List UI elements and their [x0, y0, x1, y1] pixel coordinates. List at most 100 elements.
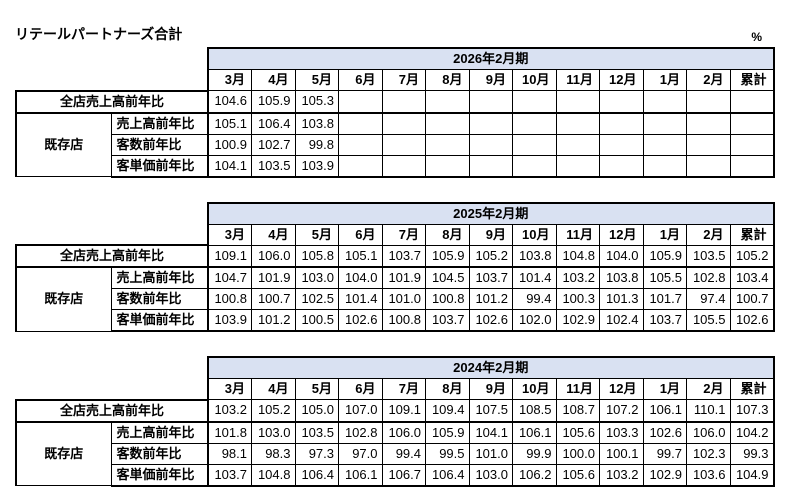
value-cell: 109.1 [381, 399, 426, 423]
value-cell: 100.0 [555, 442, 600, 465]
value-cell: 103.5 [686, 244, 731, 268]
period-header: 2026年2月期 [207, 47, 775, 70]
value-cell [338, 112, 383, 135]
value-cell: 103.3 [599, 421, 644, 444]
spacer-cell [16, 48, 208, 70]
value-cell [425, 133, 470, 156]
tables-container: 2026年2月期 3月 4月 5月 6月 7月 8月 9月 10月 11月 12月 1月 2月 累計 全店売… [15, 47, 791, 487]
value-cell [642, 112, 687, 135]
value-cell: 104.1 [468, 421, 513, 444]
value-cell [512, 112, 557, 135]
value-cell: 103.5 [294, 421, 339, 444]
value-cell: 104.5 [425, 266, 470, 289]
month-header: 累計 [729, 69, 775, 91]
value-cell: 103.4 [729, 266, 775, 289]
value-cell: 99.4 [512, 288, 557, 310]
value-cell: 102.9 [555, 309, 600, 332]
value-cell [512, 133, 557, 156]
value-cell: 103.0 [468, 463, 513, 487]
row-group-existing: 既存店 [15, 266, 112, 332]
value-cell: 101.4 [338, 288, 383, 310]
value-cell [338, 154, 383, 178]
value-cell: 106.0 [381, 421, 426, 444]
month-header: 6月 [338, 223, 383, 246]
value-cell: 105.5 [686, 309, 731, 332]
value-cell: 101.8 [207, 421, 252, 444]
month-header: 3月 [207, 69, 252, 91]
value-cell: 97.4 [686, 288, 731, 310]
month-header: 8月 [425, 223, 470, 246]
value-cell: 105.9 [251, 90, 296, 114]
spacer-cell [16, 379, 208, 400]
value-cell [468, 112, 513, 135]
month-header: 1月 [642, 223, 687, 246]
value-cell: 104.0 [599, 244, 644, 268]
value-cell: 104.7 [207, 266, 252, 289]
value-cell: 102.7 [251, 133, 296, 156]
value-cell: 103.8 [294, 112, 339, 135]
row-label-all-store: 全店売上高前年比 [15, 244, 209, 268]
value-cell [381, 90, 426, 114]
value-cell: 107.0 [338, 399, 383, 423]
value-cell: 105.8 [294, 244, 339, 268]
month-header: 4月 [251, 69, 296, 91]
month-header: 2月 [686, 69, 731, 91]
value-cell: 105.2 [468, 244, 513, 268]
value-cell [555, 133, 600, 156]
value-cell: 103.8 [599, 266, 644, 289]
value-cell: 103.7 [425, 309, 470, 332]
value-cell: 105.5 [642, 266, 687, 289]
value-cell: 109.4 [425, 399, 470, 423]
row-label-existing: 客単価前年比 [110, 309, 209, 332]
value-cell: 100.9 [207, 133, 252, 156]
value-cell: 100.3 [555, 288, 600, 310]
value-cell: 109.1 [207, 244, 252, 268]
value-cell [468, 154, 513, 178]
value-cell [468, 133, 513, 156]
month-header: 12月 [599, 223, 644, 246]
value-cell: 106.1 [512, 421, 557, 444]
value-cell [425, 154, 470, 178]
value-cell: 105.1 [207, 112, 252, 135]
value-cell: 106.2 [512, 463, 557, 487]
value-cell: 106.4 [251, 112, 296, 135]
value-cell: 101.2 [468, 288, 513, 310]
value-cell: 105.2 [251, 399, 296, 423]
value-cell [729, 90, 775, 114]
value-cell: 101.0 [381, 288, 426, 310]
value-cell [642, 154, 687, 178]
period-header: 2025年2月期 [207, 201, 775, 225]
row-group-existing: 既存店 [15, 112, 112, 177]
value-cell: 104.8 [251, 463, 296, 487]
month-header: 1月 [642, 69, 687, 91]
month-header: 1月 [642, 378, 687, 400]
value-cell: 102.6 [729, 309, 775, 332]
value-cell: 102.3 [686, 442, 731, 465]
value-cell [599, 133, 644, 156]
value-cell: 105.1 [338, 244, 383, 268]
value-cell: 105.9 [425, 244, 470, 268]
value-cell: 101.2 [251, 309, 296, 332]
value-cell: 104.2 [729, 421, 775, 444]
value-cell [686, 90, 731, 114]
month-header: 6月 [338, 69, 383, 91]
value-cell: 99.7 [642, 442, 687, 465]
value-cell: 104.6 [207, 90, 252, 114]
value-cell: 102.5 [294, 288, 339, 310]
value-cell: 106.4 [294, 463, 339, 487]
spacer-cell [16, 357, 208, 379]
report-sheet: リテールパートナーズ合計 % 2026年2月期 3月 4月 5月 6月 7月 8月 9月 10月… [15, 26, 791, 487]
month-header: 11月 [555, 378, 600, 400]
month-header: 10月 [512, 69, 557, 91]
value-cell: 99.5 [425, 442, 470, 465]
value-cell [599, 112, 644, 135]
value-cell [338, 90, 383, 114]
value-cell: 105.3 [294, 90, 339, 114]
row-label-existing: 客数前年比 [110, 442, 209, 465]
value-cell: 102.6 [642, 421, 687, 444]
value-cell [555, 90, 600, 114]
month-header: 4月 [251, 378, 296, 400]
row-label-existing: 売上高前年比 [110, 421, 209, 444]
value-cell: 106.1 [338, 463, 383, 487]
fiscal-year-table: 2026年2月期 3月 4月 5月 6月 7月 8月 9月 10月 11月 12月 1月 2月 累計 全店売… [15, 47, 775, 178]
